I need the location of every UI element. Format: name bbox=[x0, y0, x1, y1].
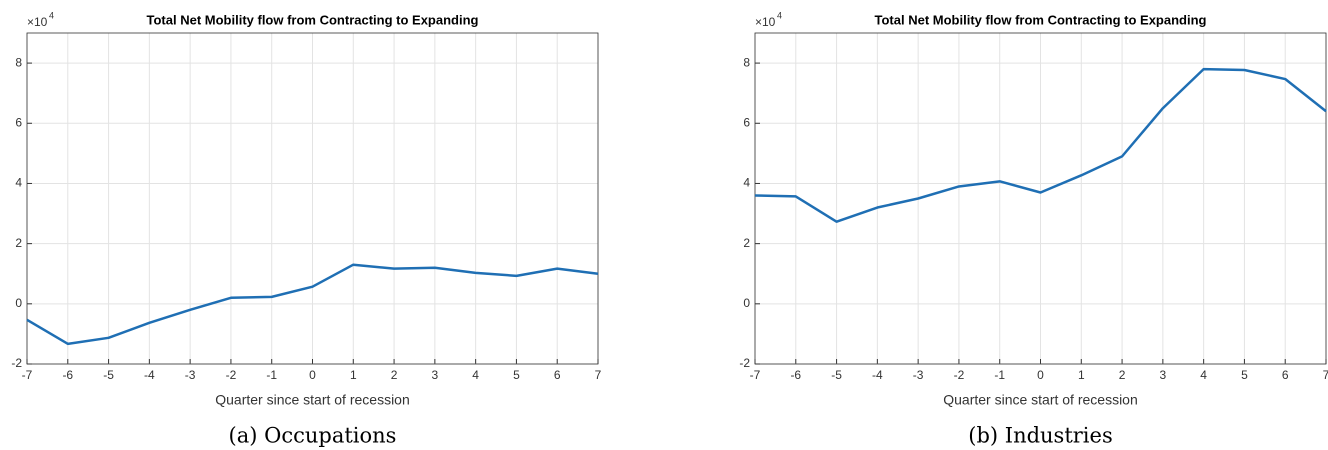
x-tick-label: -6 bbox=[62, 368, 73, 382]
chart-title: Total Net Mobility flow from Contracting… bbox=[875, 12, 1207, 27]
caption: (a) Occupations bbox=[229, 424, 397, 448]
x-tick-label: 1 bbox=[350, 368, 357, 382]
x-tick-label: 5 bbox=[1241, 368, 1248, 382]
x-tick-label: -4 bbox=[872, 368, 883, 382]
y-tick-label: -2 bbox=[739, 356, 750, 370]
x-tick-label: -3 bbox=[185, 368, 196, 382]
y-tick-label: 4 bbox=[15, 176, 22, 190]
x-tick-label: -7 bbox=[22, 368, 33, 382]
x-tick-label: 6 bbox=[554, 368, 561, 382]
y-tick-label: 0 bbox=[743, 296, 750, 310]
y-multiplier-exponent: 4 bbox=[49, 10, 54, 20]
x-tick-label: -2 bbox=[226, 368, 237, 382]
chart: -7 -6 -5 -4 -3 -2 -1 0 1 2 3 4 5 6 7 -2 0 2 4 6 8 Total Net M… bbox=[11, 10, 601, 447]
x-tick-label: 3 bbox=[432, 368, 439, 382]
x-tick-label: -7 bbox=[750, 368, 761, 382]
x-tick-label: 4 bbox=[1200, 368, 1207, 382]
y-tick-label: 4 bbox=[743, 176, 750, 190]
axes-frame bbox=[754, 32, 1327, 365]
x-tick-label: 7 bbox=[1323, 368, 1328, 382]
data-line bbox=[26, 263, 599, 346]
x-tick-label: 0 bbox=[309, 368, 316, 382]
y-tick-label: 0 bbox=[15, 296, 22, 310]
x-tick-label: -5 bbox=[831, 368, 842, 382]
x-tick-label: 4 bbox=[472, 368, 479, 382]
y-tick-label: 2 bbox=[15, 236, 22, 250]
data-line bbox=[754, 67, 1327, 223]
y-multiplier: ×10 bbox=[755, 15, 776, 29]
x-tick-label: -1 bbox=[266, 368, 277, 382]
x-axis-label: Quarter since start of recession bbox=[943, 392, 1138, 408]
x-tick-label: -6 bbox=[790, 368, 801, 382]
x-tick-label: 2 bbox=[1119, 368, 1126, 382]
y-multiplier-exponent: 4 bbox=[777, 10, 782, 20]
y-tick-label: 8 bbox=[15, 55, 22, 69]
x-axis-label: Quarter since start of recession bbox=[215, 392, 410, 408]
y-tick-label: 8 bbox=[743, 55, 750, 69]
x-tick-label: -1 bbox=[994, 368, 1005, 382]
chart: -7 -6 -5 -4 -3 -2 -1 0 1 2 3 4 5 6 7 -2 0 2 4 6 8 Total Net M… bbox=[739, 10, 1328, 447]
chart-title: Total Net Mobility flow from Contracting… bbox=[147, 12, 479, 27]
x-tick-label: 7 bbox=[595, 368, 602, 382]
x-tick-label: 5 bbox=[513, 368, 520, 382]
y-tick-label: 6 bbox=[743, 115, 750, 129]
x-tick-label: 0 bbox=[1037, 368, 1044, 382]
caption: (b) Industries bbox=[968, 424, 1112, 448]
x-tick-label: -5 bbox=[103, 368, 114, 382]
x-tick-label: 2 bbox=[391, 368, 398, 382]
x-tick-label: -3 bbox=[913, 368, 924, 382]
x-tick-label: -4 bbox=[144, 368, 155, 382]
y-tick-label: -2 bbox=[11, 356, 22, 370]
x-tick-label: -2 bbox=[954, 368, 965, 382]
x-tick-label: 6 bbox=[1282, 368, 1289, 382]
x-tick-label: 1 bbox=[1078, 368, 1085, 382]
axes-frame bbox=[26, 32, 599, 365]
y-multiplier: ×10 bbox=[27, 15, 48, 29]
y-tick-label: 2 bbox=[743, 236, 750, 250]
x-tick-label: 3 bbox=[1160, 368, 1167, 382]
y-tick-label: 6 bbox=[15, 115, 22, 129]
